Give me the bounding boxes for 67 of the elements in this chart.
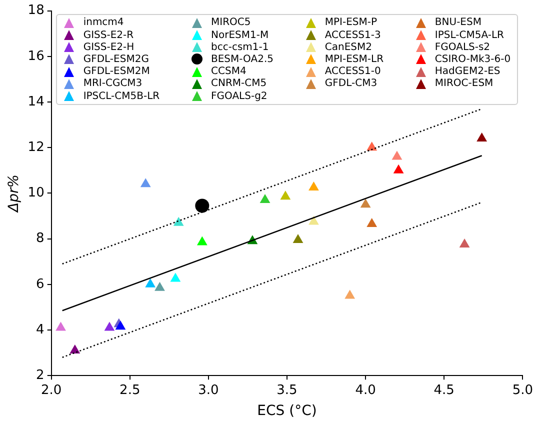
legend-label: MIROC-ESM (434, 78, 494, 90)
x-tick-label: 4.5 (434, 382, 454, 398)
point (170, 272, 181, 282)
legend-label: GISS-E2-H (83, 42, 134, 53)
legend-label: MPI-ESM-LR (324, 54, 384, 65)
y-tick-label: 8 (36, 231, 44, 246)
point (196, 236, 208, 246)
legend-label: GFDL-CM3 (324, 78, 378, 90)
point (360, 198, 371, 208)
point (393, 164, 404, 174)
point (280, 190, 291, 200)
legend-label: inmcm4 (83, 17, 124, 28)
legend-label: FGOALS-s2 (434, 42, 490, 53)
legend-label: BNU-ESM (434, 17, 482, 28)
point (344, 290, 356, 299)
point (392, 150, 402, 160)
legend-label: CNRM-CM5 (211, 78, 267, 90)
legend-label: BESM-OA2.5 (211, 54, 274, 65)
x-tick-label: 5.0 (512, 382, 534, 398)
point (145, 278, 156, 288)
x-tick-label: 3.5 (276, 382, 298, 398)
legend-label: GFDL-ESM2G (83, 54, 149, 65)
y-tick-label: 14 (28, 94, 44, 110)
x-tick-label: 2.5 (120, 382, 140, 398)
y-tick-label: 12 (28, 140, 44, 155)
x-axis-title: ECS (°C) (257, 403, 317, 420)
legend-label: MRI-CGCM3 (83, 78, 142, 90)
y-tick-label: 6 (36, 276, 44, 292)
x-tick-label: 3.0 (198, 382, 219, 398)
legend-label: CCSM4 (211, 66, 246, 78)
point (140, 178, 151, 188)
point (260, 194, 270, 204)
legend-label: bcc-csm1-1 (211, 42, 269, 53)
legend-label: IPSL-CM5A-LR (434, 30, 504, 41)
legend-label: HadGEM2-ES (434, 66, 500, 78)
point (104, 322, 115, 331)
point (154, 282, 165, 291)
point (292, 234, 304, 243)
point (308, 182, 319, 190)
point (366, 142, 378, 151)
legend-label: ACCESS1-3 (324, 30, 381, 41)
legend-label: GISS-E2-R (83, 30, 134, 41)
point (476, 132, 488, 142)
legend-label: NorESM1-M (211, 30, 269, 41)
legend-label: MIROC5 (211, 17, 251, 28)
point (56, 322, 66, 331)
legend-label: CanESM2 (324, 42, 372, 53)
legend-label: FGOALS-g2 (211, 90, 268, 102)
y-axis-title: Δpr% (6, 174, 22, 213)
y-tick-label: 4 (36, 322, 44, 338)
point (70, 344, 80, 354)
legend-label: MPI-ESM-P (324, 17, 378, 28)
point (115, 320, 126, 330)
point (195, 198, 210, 213)
point (366, 218, 378, 227)
legend-label: IPSCL-CM5B-LR (83, 90, 160, 102)
y-tick-label: 18 (28, 3, 44, 18)
y-tick-label: 2 (36, 368, 44, 383)
point (459, 238, 470, 248)
point (173, 216, 184, 226)
legend-label: CSIRO-Mk3-6-0 (434, 54, 511, 65)
y-tick-label: 10 (28, 186, 44, 201)
y-tick-label: 16 (28, 48, 44, 64)
legend-label: ACCESS1-0 (324, 66, 381, 78)
x-tick-label: 4.0 (355, 382, 376, 398)
legend-label: GFDL-ESM2M (83, 66, 150, 78)
x-tick-label: 2.0 (41, 382, 62, 398)
